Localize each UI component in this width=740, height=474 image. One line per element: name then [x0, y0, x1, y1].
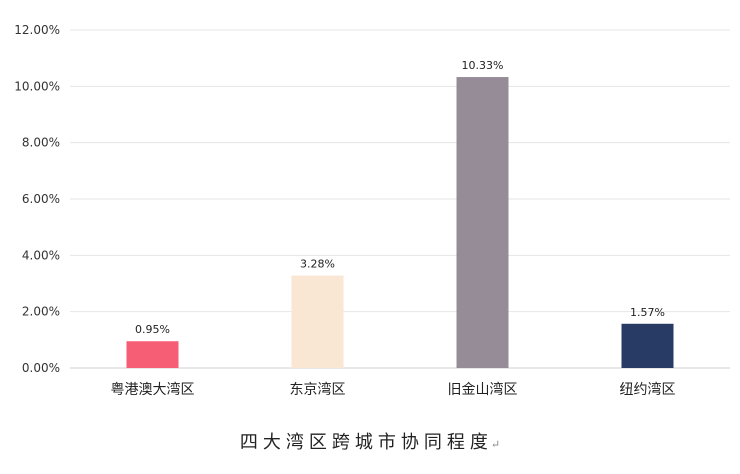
data-label: 3.28%: [300, 258, 335, 271]
x-axis-category-labels: 粤港澳大湾区 东京湾区 旧金山湾区 纽约湾区: [111, 381, 676, 398]
bar: [621, 323, 674, 368]
y-tick-label: 8.00%: [22, 136, 60, 150]
caption-text: 四大湾区跨城市协同程度: [239, 432, 493, 453]
bar-chart: 0.00% 2.00% 4.00% 6.00% 8.00% 10.00% 12.00% 0.…: [14, 23, 730, 398]
bar: [126, 341, 179, 368]
y-tick-label: 4.00%: [22, 248, 60, 262]
bar: [456, 77, 509, 368]
y-tick-label: 6.00%: [22, 192, 60, 206]
y-tick-label: 2.00%: [22, 305, 60, 319]
bar: [291, 275, 344, 368]
y-tick-label: 10.00%: [14, 79, 60, 93]
y-tick-label: 0.00%: [22, 361, 60, 375]
bars: [126, 77, 674, 368]
category-label: 东京湾区: [290, 381, 346, 398]
return-mark-icon: ↵: [490, 438, 501, 451]
data-label: 10.33%: [462, 59, 504, 72]
data-labels: 0.95% 3.28% 10.33% 1.57%: [135, 59, 665, 336]
category-label: 旧金山湾区: [448, 381, 518, 398]
y-axis-ticks: 0.00% 2.00% 4.00% 6.00% 8.00% 10.00% 12.00%: [14, 23, 60, 375]
category-label: 纽约湾区: [620, 381, 676, 398]
y-tick-label: 12.00%: [14, 23, 60, 37]
grid-lines: [70, 29, 730, 313]
data-label: 1.57%: [630, 306, 665, 319]
data-label: 0.95%: [135, 323, 170, 336]
chart-caption: 四大湾区跨城市协同程度↵: [0, 428, 740, 454]
category-label: 粤港澳大湾区: [111, 381, 195, 398]
